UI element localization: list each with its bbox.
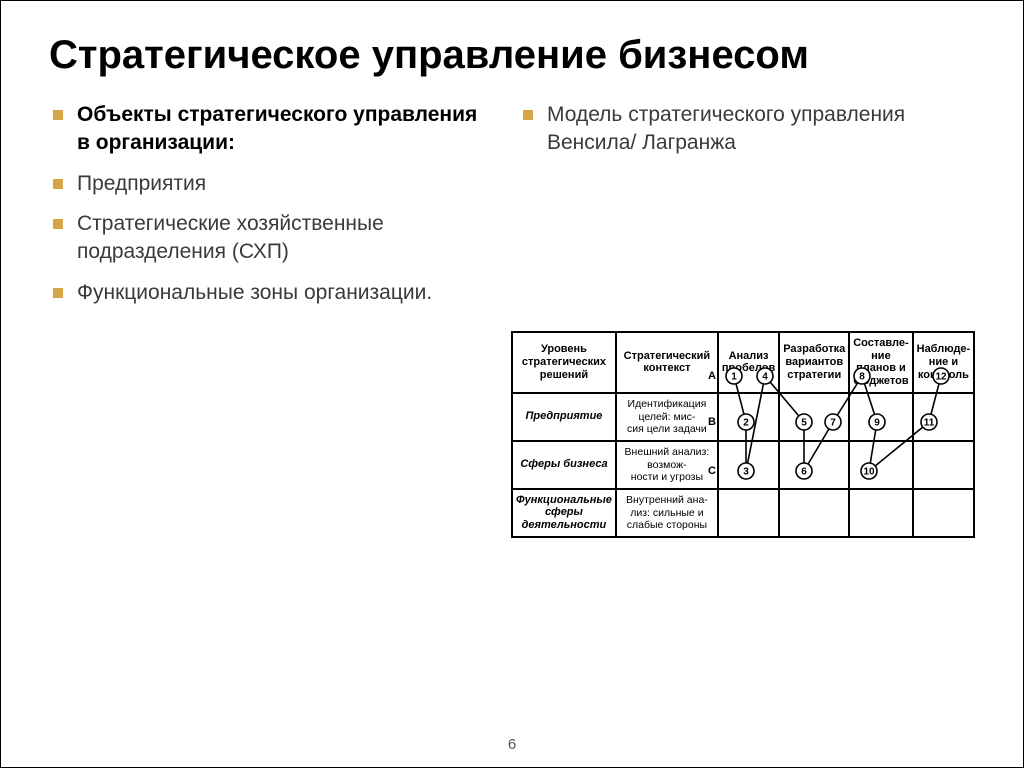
right-bullet-list: Модель стратегического управления Венсил… [519, 101, 975, 158]
left-bullet-list: Объекты стратегического управления в орг… [49, 101, 479, 307]
row-label: Функциональные сферы деятельности [512, 489, 616, 537]
table-header: Стратегический контекст [616, 332, 718, 393]
node-cell [779, 489, 849, 537]
content-columns: Объекты стратегического управления в орг… [49, 101, 975, 319]
node-cell [913, 393, 975, 441]
node-cell [718, 393, 779, 441]
bullet-item: Объекты стратегического управления в орг… [49, 101, 479, 158]
right-column: Модель стратегического управления Венсил… [519, 101, 975, 319]
node-cell [849, 441, 912, 489]
node-cell [718, 441, 779, 489]
table-header: Составле-ние планов и бюджетов [849, 332, 912, 393]
bullet-item: Предприятия [49, 170, 479, 198]
slide-title: Стратегическое управление бизнесом [49, 33, 975, 77]
row-label: Предприятие [512, 393, 616, 441]
page-number: 6 [1, 736, 1023, 753]
bullet-item: Функциональные зоны организации. [49, 279, 479, 307]
node-cell [849, 489, 912, 537]
node-cell [718, 489, 779, 537]
strategy-model-diagram: Уровень стратегических решенийСтратегиче… [511, 331, 975, 538]
row-context: Идентификация целей: мис-сия цели задачи [616, 393, 718, 441]
table-header: Уровень стратегических решений [512, 332, 616, 393]
node-cell [779, 441, 849, 489]
node-cell [913, 489, 975, 537]
bullet-item: Модель стратегического управления Венсил… [519, 101, 975, 158]
node-cell [779, 393, 849, 441]
row-label: Сферы бизнеса [512, 441, 616, 489]
row-context: Внутренний ана-лиз: сильные и слабые сто… [616, 489, 718, 537]
left-column: Объекты стратегического управления в орг… [49, 101, 479, 319]
node-cell [849, 393, 912, 441]
bullet-item: Стратегические хозяйственные подразделен… [49, 210, 479, 267]
table-header: Анализ пробелов [718, 332, 779, 393]
table-header: Разработка вариантов стратегии [779, 332, 849, 393]
table-header: Наблюде-ние и контроль [913, 332, 975, 393]
row-context: Внешний анализ: возмож-ности и угрозы [616, 441, 718, 489]
model-table: Уровень стратегических решенийСтратегиче… [511, 331, 975, 538]
node-cell [913, 441, 975, 489]
